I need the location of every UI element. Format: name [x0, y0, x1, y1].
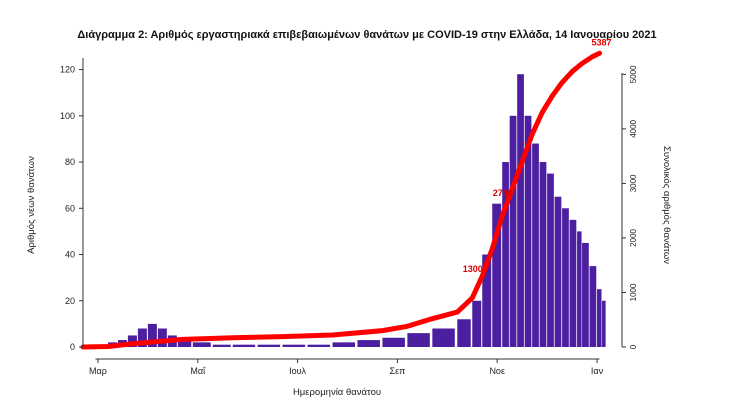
bar	[127, 335, 137, 347]
y-tick-label: 0	[70, 342, 75, 352]
cumulative-line-group	[80, 50, 603, 350]
y-tick-label: 120	[60, 65, 75, 75]
x-tick-label: Μαΐ	[190, 366, 206, 376]
y2-tick-label: 0	[629, 344, 638, 349]
bar	[582, 242, 589, 347]
bar	[482, 254, 492, 347]
bar	[569, 219, 577, 347]
y2-tick-label: 1000	[629, 283, 638, 301]
cumulative-line	[80, 50, 603, 350]
bar	[257, 344, 281, 347]
bar	[577, 231, 582, 347]
bar	[589, 266, 597, 347]
cumulative-annotation: 5387	[592, 37, 612, 47]
bars-group	[97, 74, 606, 348]
bar	[562, 208, 569, 347]
y2-tick-label: 2000	[629, 228, 638, 246]
x-tick-label: Μαρ	[89, 366, 107, 376]
bar	[382, 337, 405, 347]
bar	[212, 344, 231, 347]
y-tick-label: 100	[60, 111, 75, 121]
y2-tick-label: 3000	[629, 174, 638, 192]
y2-tick-label: 4000	[629, 119, 638, 137]
bar	[502, 162, 509, 347]
annotations-group: 1300 2700 5387	[463, 37, 612, 274]
bar	[432, 328, 455, 347]
x-tick-label: Σεπ	[390, 366, 406, 376]
bar	[524, 115, 532, 347]
bar	[332, 342, 355, 347]
bar	[492, 203, 502, 347]
bar	[357, 340, 380, 347]
bar	[602, 300, 606, 347]
cumulative-annotation: 2700	[493, 188, 513, 198]
bar	[307, 344, 331, 347]
bar	[147, 323, 157, 347]
y-tick-label: 40	[65, 250, 75, 260]
y2-axis-label: Συνολικός αριθμός θανάτων	[661, 146, 672, 264]
y-tick-label: 20	[65, 296, 75, 306]
bar	[137, 328, 147, 347]
chart-title: Διάγραμμα 2: Αριθμός εργαστηριακά επιβεβ…	[77, 29, 657, 41]
x-tick-label: Ιουλ	[289, 366, 306, 376]
bar	[517, 74, 524, 348]
bar	[509, 115, 517, 347]
bar	[547, 173, 554, 347]
bar	[407, 333, 430, 347]
y-tick-label: 80	[65, 157, 75, 167]
ticks-group: 0 20 40 60 80 100 120 0 1000 2000 3000 4000 5000 Μαρ Μ…	[60, 65, 638, 376]
bar	[192, 342, 211, 347]
bar	[157, 328, 167, 347]
bar	[472, 300, 482, 347]
x-axis-label: Ημερομηνία θανάτου	[293, 387, 381, 398]
bar	[177, 340, 192, 347]
axes-group	[82, 58, 623, 360]
x-tick-label: Ιαν	[591, 366, 604, 376]
cumulative-annotation: 1300	[463, 264, 483, 274]
bar	[457, 319, 471, 347]
y-axis-label: Αριθμός νέων θανάτων	[26, 156, 37, 254]
x-tick-label: Νοε	[489, 366, 505, 376]
bar	[282, 344, 306, 347]
y-tick-label: 60	[65, 203, 75, 213]
bar	[554, 196, 562, 347]
bar	[597, 289, 602, 347]
bar	[232, 344, 256, 347]
bar	[539, 162, 547, 347]
bar	[532, 143, 539, 347]
y2-tick-label: 5000	[629, 65, 638, 83]
